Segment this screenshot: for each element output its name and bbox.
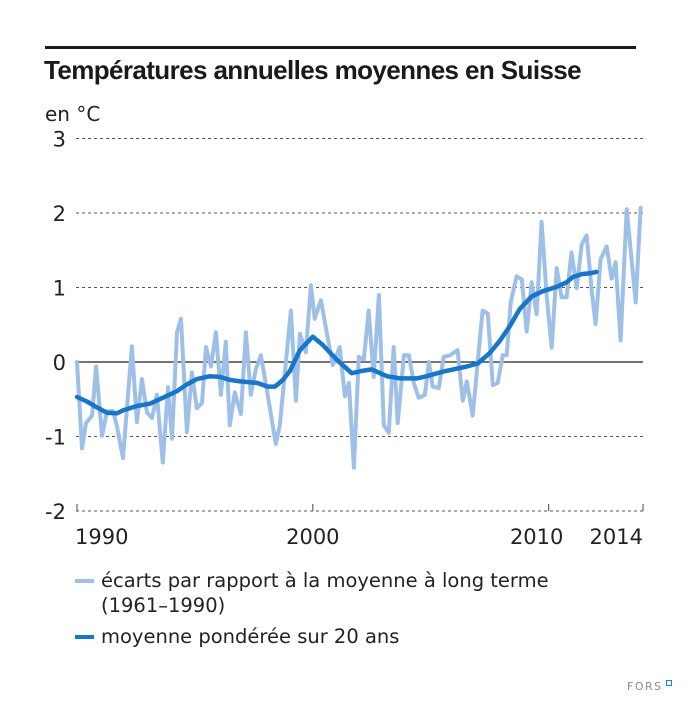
x-tick-label: 2000 bbox=[286, 525, 339, 549]
chart-title: Températures annuelles moyennes en Suiss… bbox=[44, 55, 582, 85]
legend-item-average: moyenne pondérée sur 20 ans bbox=[75, 624, 549, 649]
y-tick-label: 3 bbox=[53, 128, 66, 152]
series-average-line bbox=[74, 269, 599, 416]
series-deviation-line bbox=[75, 205, 643, 470]
legend-label-deviation: écarts par rapport à la moyenne à long t… bbox=[101, 569, 549, 592]
legend-label-deviation-period: (1961–1990) bbox=[101, 594, 226, 617]
series-deviation-line-points bbox=[76, 207, 641, 468]
title-rule bbox=[45, 46, 636, 49]
y-tick-label: 1 bbox=[53, 277, 66, 301]
y-tick-labels: 3 2 1 0 -1 -2 bbox=[45, 128, 66, 525]
series-average-line-points bbox=[76, 271, 597, 414]
legend-swatch-dark bbox=[75, 635, 94, 639]
y-tick-label: 2 bbox=[53, 202, 66, 226]
x-tick-label: 2014 bbox=[590, 525, 643, 549]
y-tick-label: 0 bbox=[53, 351, 66, 375]
fors-logo-square bbox=[666, 680, 672, 686]
x-tick-label: 2010 bbox=[510, 525, 563, 549]
series bbox=[74, 205, 643, 470]
x-axis: 1990 2000 2010 2014 bbox=[75, 504, 644, 549]
y-tick-label: -1 bbox=[45, 426, 66, 450]
legend-item-deviation: écarts par rapport à la moyenne à long t… bbox=[75, 568, 549, 618]
fors-logo: FORS bbox=[627, 680, 663, 693]
legend-swatch-light bbox=[75, 579, 94, 583]
legend-label-average: moyenne pondérée sur 20 ans bbox=[101, 625, 400, 648]
y-tick-label: -2 bbox=[45, 500, 66, 524]
y-axis-unit-label: en °C bbox=[45, 102, 101, 126]
x-tick-label: 1990 bbox=[75, 525, 128, 549]
legend: écarts par rapport à la moyenne à long t… bbox=[75, 568, 549, 655]
